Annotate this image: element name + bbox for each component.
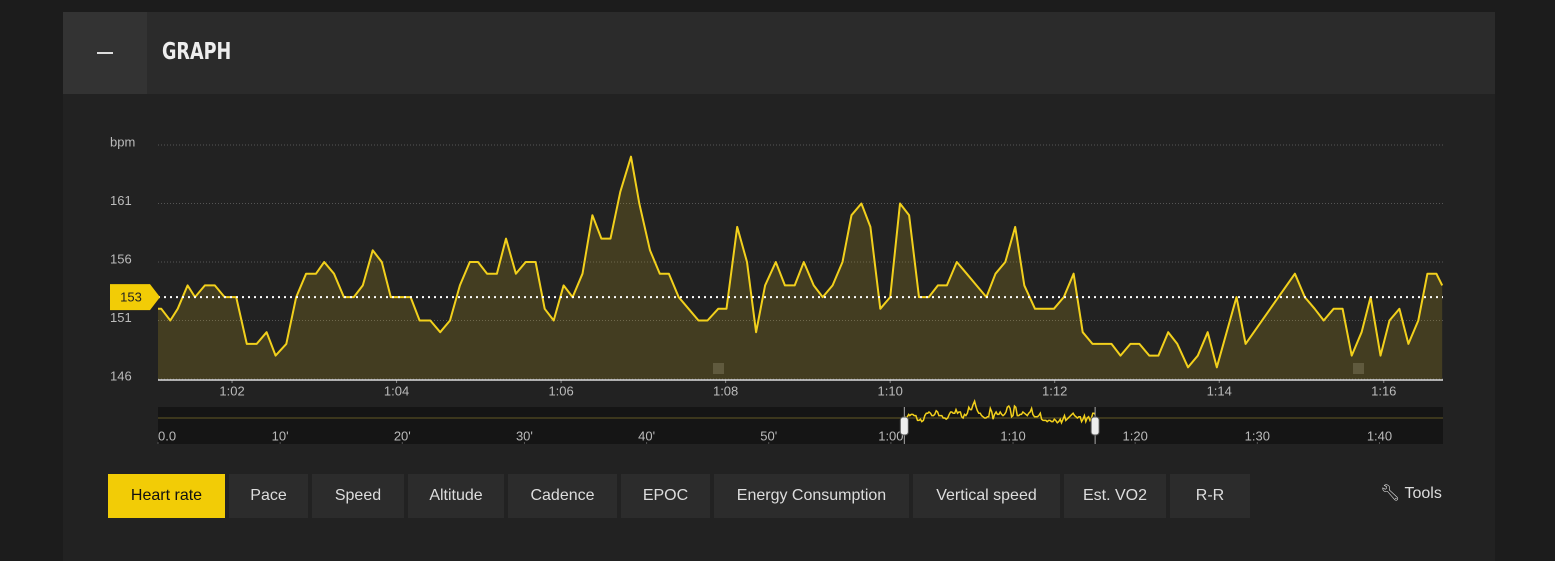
tab[interactable]: Est. VO2 bbox=[1064, 474, 1166, 518]
overview-tick-label: 1:00 bbox=[878, 428, 903, 443]
x-tick-label: 1:16 bbox=[1371, 383, 1396, 398]
overview-tick-label: 1:30 bbox=[1245, 428, 1270, 443]
y-tick-label: bpm bbox=[110, 134, 135, 149]
tab[interactable]: Vertical speed bbox=[913, 474, 1060, 518]
overview-tick-label: 40' bbox=[638, 428, 655, 443]
selection-handle[interactable] bbox=[899, 416, 909, 436]
x-tick-label: 1:06 bbox=[548, 383, 573, 398]
overview-tick-label: 1:10 bbox=[1000, 428, 1025, 443]
tab[interactable]: Energy Consumption bbox=[714, 474, 909, 518]
x-tick-label: 1:10 bbox=[878, 383, 903, 398]
minus-icon bbox=[97, 52, 113, 54]
tab[interactable]: Heart rate bbox=[108, 474, 225, 518]
y-tick-label: 161 bbox=[110, 193, 132, 208]
overview-tick-label: 20' bbox=[394, 428, 411, 443]
y-tick-label: 151 bbox=[110, 310, 132, 325]
x-tick-label: 1:12 bbox=[1042, 383, 1067, 398]
wrench-icon: 🔧︎ bbox=[1380, 485, 1405, 502]
average-label: 153 bbox=[120, 290, 142, 305]
overview-tick-label: 1:20 bbox=[1123, 428, 1148, 443]
x-tick-label: 1:08 bbox=[713, 383, 738, 398]
lap-marker bbox=[713, 363, 724, 374]
tools-label: Tools bbox=[1404, 485, 1442, 502]
x-tick-label: 1:14 bbox=[1207, 383, 1232, 398]
overview-tick-label: 10' bbox=[272, 428, 289, 443]
area bbox=[158, 156, 1443, 379]
tab[interactable]: Cadence bbox=[508, 474, 617, 518]
y-tick-label: 146 bbox=[110, 368, 132, 383]
overview-tick-label: 0.0 bbox=[158, 428, 176, 443]
lap-marker bbox=[1353, 363, 1364, 374]
selection-handle[interactable] bbox=[1090, 416, 1100, 436]
x-tick-label: 1:02 bbox=[219, 383, 244, 398]
header: GRAPH bbox=[63, 12, 1495, 94]
tab[interactable]: Speed bbox=[312, 474, 404, 518]
title: GRAPH bbox=[162, 39, 232, 65]
collapse-button[interactable] bbox=[63, 12, 147, 94]
tools-button[interactable]: 🔧︎ Tools bbox=[1380, 483, 1442, 503]
tab[interactable]: Altitude bbox=[408, 474, 504, 518]
y-tick-label: 156 bbox=[110, 251, 132, 266]
average-marker bbox=[110, 284, 160, 311]
tab[interactable]: EPOC bbox=[621, 474, 710, 518]
x-tick-label: 1:04 bbox=[384, 383, 409, 398]
overview-tick-label: 50' bbox=[760, 428, 777, 443]
tab[interactable]: Pace bbox=[229, 474, 308, 518]
overview-tick-label: 1:40 bbox=[1367, 428, 1392, 443]
overview-line bbox=[904, 398, 1096, 425]
overview-track bbox=[158, 407, 1443, 444]
tab[interactable]: R-R bbox=[1170, 474, 1250, 518]
line bbox=[158, 155, 1444, 369]
overview-tick-label: 30' bbox=[516, 428, 533, 443]
